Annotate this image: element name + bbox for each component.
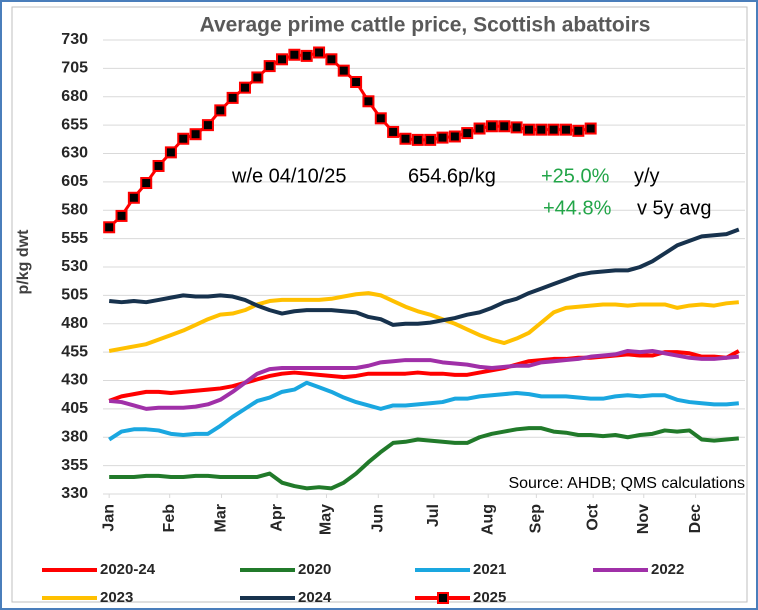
x-tick-label: Aug: [479, 504, 496, 535]
y-tick-label: 380: [61, 428, 88, 445]
series-marker: [559, 123, 572, 136]
series-marker: [313, 46, 326, 59]
x-tick-label: Jun: [370, 504, 387, 532]
annotation: +44.8%: [543, 197, 612, 219]
y-tick-label: 455: [61, 343, 88, 360]
series-marker: [325, 53, 338, 66]
series-marker: [522, 123, 535, 136]
x-tick-label: Feb: [161, 504, 178, 533]
series-marker: [485, 120, 498, 133]
y-tick-label: 505: [61, 287, 88, 304]
series-marker: [387, 125, 400, 138]
series-line: [109, 426, 740, 491]
series-marker: [177, 132, 190, 145]
series-line: [108, 348, 740, 411]
annotation: w/e 04/10/25: [231, 165, 347, 187]
annotation: y/y: [634, 165, 660, 187]
series-marker: [238, 81, 251, 94]
legend-label: 2023: [100, 589, 133, 606]
series-marker: [461, 127, 474, 140]
legend-marker: [437, 592, 449, 604]
legend-label: 2021: [473, 561, 506, 578]
series-marker: [300, 49, 313, 62]
y-tick-label: 530: [61, 258, 88, 275]
y-tick-label: 430: [61, 372, 88, 389]
y-tick-label: 680: [61, 88, 88, 105]
series-marker: [201, 119, 214, 132]
series-marker: [535, 123, 548, 136]
series-marker: [473, 122, 486, 135]
series-marker: [152, 159, 165, 172]
x-tick-label: May: [318, 504, 335, 535]
series-line: [108, 291, 740, 353]
legend-label: 2025: [473, 589, 506, 606]
y-tick-label: 630: [61, 145, 88, 162]
y-tick-label: 330: [61, 485, 88, 502]
chart-title: Average prime cattle price, Scottish aba…: [200, 14, 651, 37]
series-marker: [276, 53, 289, 66]
series-marker: [424, 133, 437, 146]
legend-label: 2020-24: [100, 561, 156, 578]
y-tick-label: 655: [61, 116, 88, 133]
series-marker: [189, 128, 202, 141]
series-marker: [547, 123, 560, 136]
x-tick-label: Mar: [213, 504, 230, 532]
series-marker: [263, 60, 276, 73]
series-marker: [226, 91, 239, 104]
y-tick-label: 480: [61, 315, 88, 332]
series-marker: [399, 132, 412, 145]
y-tick-label: 405: [61, 400, 88, 417]
series-marker: [510, 121, 523, 134]
series-marker: [103, 221, 116, 234]
x-tick-label: Jan: [100, 504, 117, 532]
series-marker: [411, 133, 424, 146]
annotation: v 5y avg: [637, 197, 711, 219]
series-marker: [140, 177, 153, 190]
series-marker: [288, 48, 301, 61]
series-marker: [337, 64, 350, 77]
series-marker: [251, 71, 264, 84]
series-marker: [350, 75, 363, 88]
x-tick-label: Sep: [528, 504, 545, 534]
series-line: [108, 50, 591, 229]
series-line: [108, 349, 740, 403]
y-tick-label: 705: [61, 60, 88, 77]
legend-label: 2022: [651, 561, 684, 578]
legend-label: 2024: [298, 589, 332, 606]
series-marker: [436, 131, 449, 144]
x-tick-label: Dec: [687, 504, 704, 533]
series-marker: [498, 120, 511, 133]
y-tick-label: 605: [61, 173, 88, 190]
x-tick-label: Apr: [268, 504, 285, 532]
series-marker: [362, 95, 375, 108]
x-tick-label: Nov: [635, 504, 652, 534]
x-tick-label: Jul: [425, 504, 442, 527]
y-tick-label: 355: [61, 457, 88, 474]
y-axis-label: p/kg dwt: [15, 229, 32, 295]
y-tick-label: 555: [61, 230, 88, 247]
annotation: Source: AHDB; QMS calculations: [508, 475, 745, 492]
series-marker: [584, 122, 597, 135]
annotation: 654.6p/kg: [408, 165, 496, 187]
legend-label: 2020: [298, 561, 331, 578]
series-line: [108, 380, 740, 442]
series-marker: [572, 124, 585, 137]
y-tick-label: 580: [61, 201, 88, 218]
x-tick-label: Oct: [584, 503, 601, 530]
annotation: +25.0%: [541, 165, 610, 187]
series-marker: [448, 130, 461, 143]
y-tick-label: 730: [61, 31, 88, 48]
series-marker: [214, 104, 227, 117]
series-marker: [164, 146, 177, 159]
series-marker: [127, 191, 140, 204]
series-marker: [115, 209, 128, 222]
series-marker: [374, 112, 387, 125]
plot-frame: [11, 6, 748, 603]
series-line: [108, 227, 740, 327]
